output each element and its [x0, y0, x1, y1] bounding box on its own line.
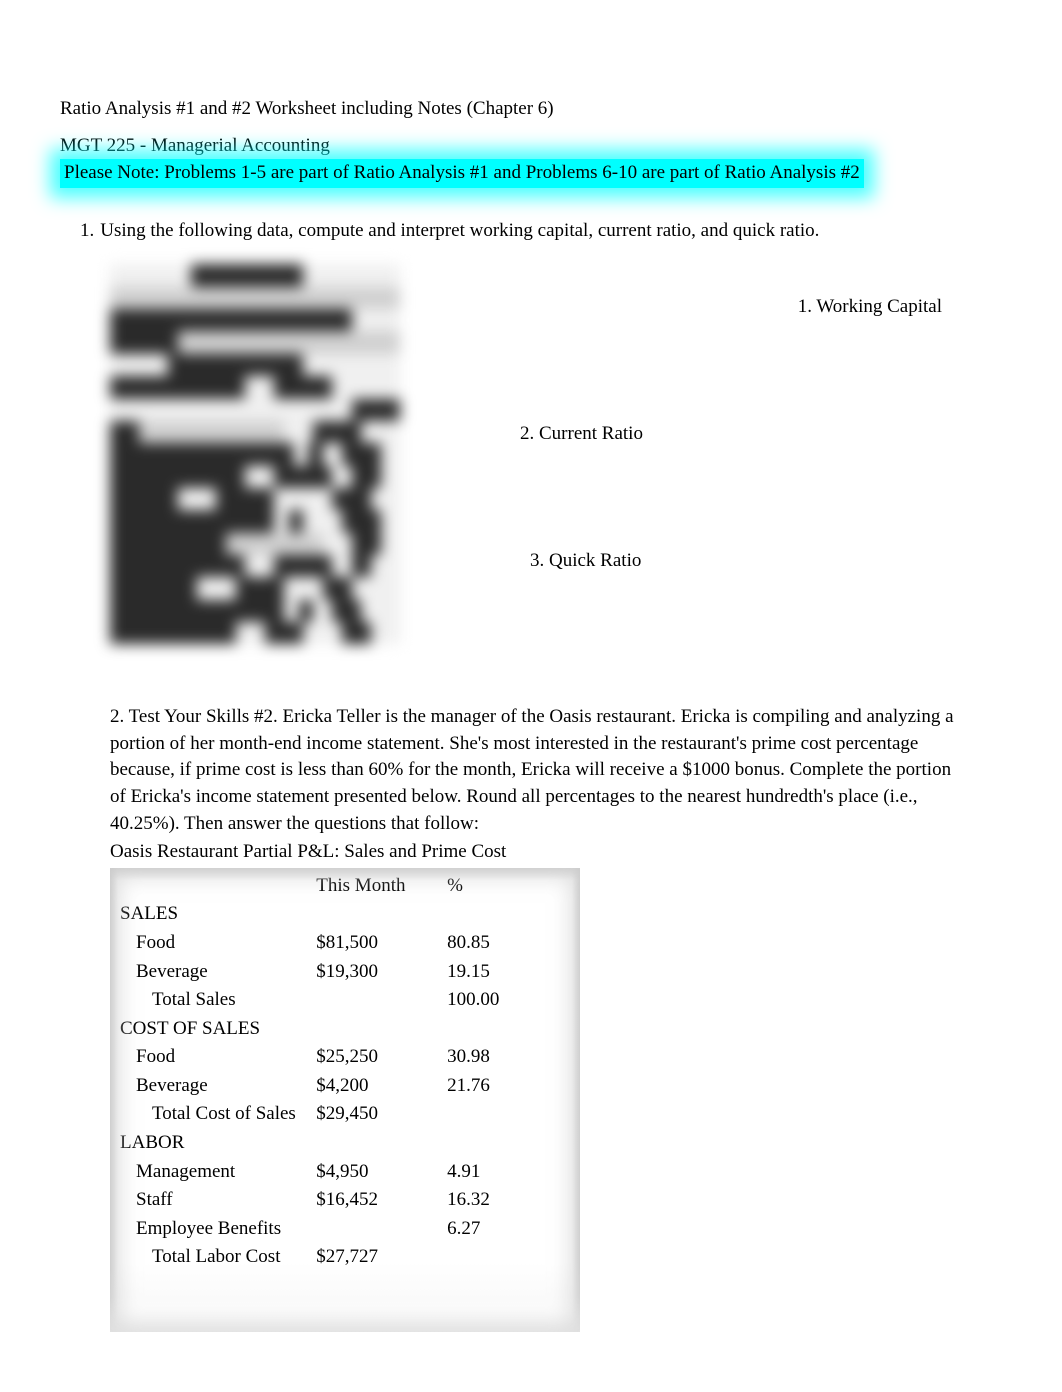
pl-row-month [312, 1015, 443, 1044]
subquestion-current-ratio: 2. Current Ratio [520, 421, 1002, 448]
pl-row: LABOR [116, 1129, 574, 1158]
pl-row-pct: 100.00 [443, 986, 574, 1015]
pl-row-month: $4,200 [312, 1072, 443, 1101]
pl-header-month: This Month [312, 872, 443, 901]
pl-row-pct: 30.98 [443, 1043, 574, 1072]
pl-row: SALES [116, 900, 574, 929]
pl-row: Management$4,9504.91 [116, 1158, 574, 1187]
problem-2-text: 2. Test Your Skills #2. Ericka Teller is… [110, 704, 962, 837]
pl-row-month: $81,500 [312, 929, 443, 958]
pl-row-label: Management [116, 1158, 312, 1187]
problem-2: 2. Test Your Skills #2. Ericka Teller is… [110, 704, 962, 1332]
pl-row: Beverage$4,20021.76 [116, 1072, 574, 1101]
pl-row-label: Food [116, 1043, 312, 1072]
pl-header-blank [116, 872, 312, 901]
pl-row-month: $27,727 [312, 1243, 443, 1272]
pl-row-month: $4,950 [312, 1158, 443, 1187]
pl-row-pct: 21.76 [443, 1072, 574, 1101]
problem-1-subquestions: 1. Working Capital 2. Current Ratio 3. Q… [400, 264, 1002, 674]
course-code: MGT 225 - Managerial Accounting [60, 133, 1002, 160]
pl-row-pct [443, 1243, 574, 1272]
pl-row: Total Cost of Sales$29,450 [116, 1100, 574, 1129]
pl-row: Food$25,25030.98 [116, 1043, 574, 1072]
blurred-data-table [110, 264, 400, 644]
problem-1-content: 1. Working Capital 2. Current Ratio 3. Q… [110, 264, 1002, 674]
pl-row-month [312, 986, 443, 1015]
pl-table-wrapper: This Month % SALESFood$81,50080.85Bevera… [110, 868, 580, 1332]
problem-1-prompt: 1. Using the following data, compute and… [80, 218, 1002, 245]
pl-row-pct [443, 1129, 574, 1158]
pl-row: Total Sales 100.00 [116, 986, 574, 1015]
subquestion-working-capital: 1. Working Capital [520, 294, 1002, 321]
highlighted-note: Please Note: Problems 1-5 are part of Ra… [60, 159, 864, 188]
pl-row-pct: 80.85 [443, 929, 574, 958]
pl-row-label: Total Labor Cost [116, 1243, 312, 1272]
pl-row: Beverage$19,30019.15 [116, 958, 574, 987]
pl-row-pct: 19.15 [443, 958, 574, 987]
pl-row: Staff$16,45216.32 [116, 1186, 574, 1215]
pl-row-label: COST OF SALES [116, 1015, 312, 1044]
pl-row-label: Employee Benefits [116, 1215, 312, 1244]
pl-row: Total Labor Cost$27,727 [116, 1243, 574, 1272]
pl-row-pct [443, 1100, 574, 1129]
pl-row-label: Total Sales [116, 986, 312, 1015]
pl-row: COST OF SALES [116, 1015, 574, 1044]
pl-row-label: Total Cost of Sales [116, 1100, 312, 1129]
pl-row-pct: 16.32 [443, 1186, 574, 1215]
pl-row-month: $29,450 [312, 1100, 443, 1129]
pl-row-pct [443, 900, 574, 929]
problem-1-text: Using the following data, compute and in… [100, 218, 819, 245]
pl-row-label: Beverage [116, 1072, 312, 1101]
pl-row: Food$81,50080.85 [116, 929, 574, 958]
pl-row-label: LABOR [116, 1129, 312, 1158]
pl-row-label: Staff [116, 1186, 312, 1215]
pl-row-label: Beverage [116, 958, 312, 987]
pl-header-pct: % [443, 872, 574, 901]
pl-row: Employee Benefits 6.27 [116, 1215, 574, 1244]
problem-1-number: 1. [80, 218, 94, 245]
pl-row-month: $16,452 [312, 1186, 443, 1215]
pl-header-row: This Month % [116, 872, 574, 901]
pl-row-month [312, 900, 443, 929]
pl-table-title: Oasis Restaurant Partial P&L: Sales and … [110, 839, 962, 866]
pl-row-label: SALES [116, 900, 312, 929]
subquestion-quick-ratio: 3. Quick Ratio [520, 548, 1002, 575]
pl-row-month: $25,250 [312, 1043, 443, 1072]
pl-row-month [312, 1215, 443, 1244]
pl-row-pct [443, 1015, 574, 1044]
pl-row-month [312, 1129, 443, 1158]
pl-row-month: $19,300 [312, 958, 443, 987]
pl-row-pct: 6.27 [443, 1215, 574, 1244]
pl-row-label: Food [116, 929, 312, 958]
pl-row-pct: 4.91 [443, 1158, 574, 1187]
pl-table: This Month % SALESFood$81,50080.85Bevera… [116, 872, 574, 1272]
worksheet-title: Ratio Analysis #1 and #2 Worksheet inclu… [60, 96, 1002, 123]
